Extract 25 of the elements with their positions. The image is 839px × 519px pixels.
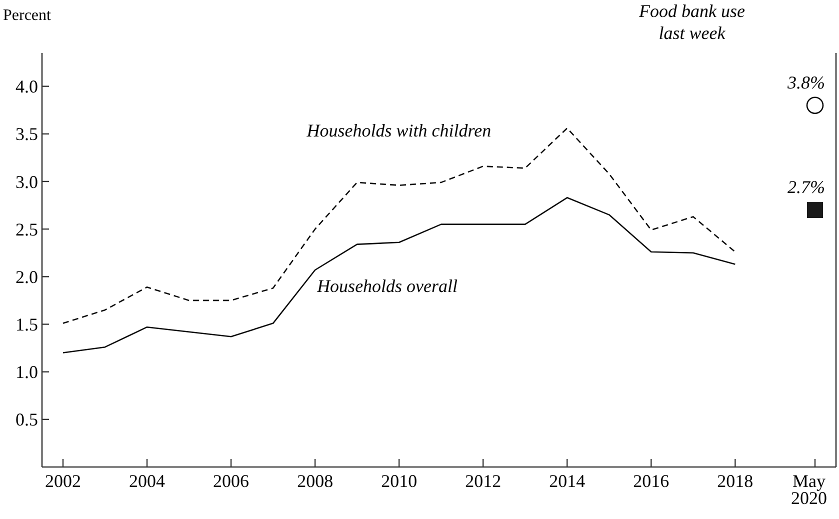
- data-label: 3.8%: [786, 72, 825, 92]
- x-tick-label: 2018: [717, 471, 754, 491]
- y-axis-title: Percent: [3, 7, 52, 24]
- y-tick-label: 1.0: [16, 362, 38, 382]
- x-tick-label: May 2020: [790, 471, 827, 508]
- y-tick-label: 3.0: [16, 172, 38, 192]
- y-tick-label: 2.5: [16, 219, 38, 240]
- x-tick-label: 2006: [213, 471, 250, 491]
- y-tick-label: 3.5: [16, 124, 38, 144]
- x-tick-label: 2014: [549, 471, 586, 491]
- x-tick-label: 2016: [633, 471, 670, 491]
- y-tick-label: 2.0: [16, 266, 38, 287]
- x-tick-label: 2010: [381, 471, 418, 491]
- x-tick-label: 2012: [465, 471, 502, 491]
- text: Food bank use last week: [638, 1, 745, 43]
- line-series: [62, 197, 736, 354]
- y-tick-label: 4.0: [16, 76, 38, 97]
- series-label: Households overall: [316, 276, 458, 296]
- data-label: 2.7%: [787, 177, 825, 198]
- series-label: Households with children: [306, 120, 492, 140]
- y-tick-label: 0.5: [16, 410, 38, 430]
- y-tick-label: 1.5: [16, 314, 38, 335]
- x-tick-label: 2008: [297, 471, 334, 491]
- x-tick-label: 2002: [45, 471, 82, 491]
- x-tick-label: 2004: [129, 471, 166, 491]
